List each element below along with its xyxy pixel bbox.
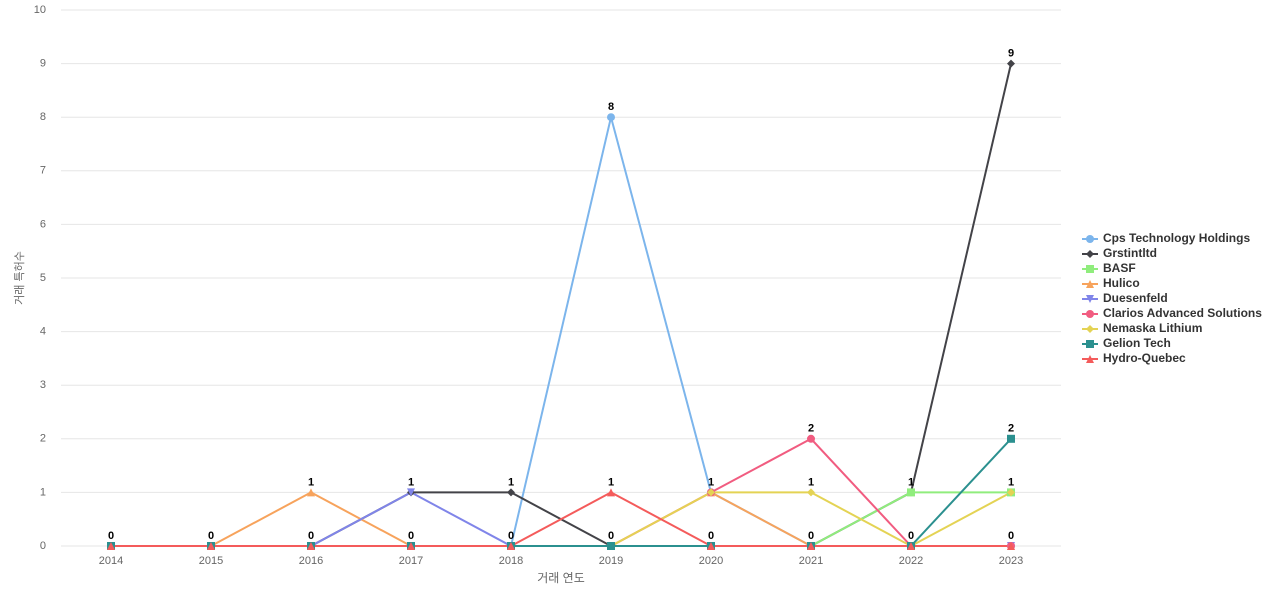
y-tick-label: 0 [40,540,46,552]
x-tick-label: 2019 [599,555,623,567]
legend-marker [1086,235,1094,243]
point [207,542,215,550]
y-tick-label: 3 [40,379,46,391]
data-label: 0 [1008,530,1014,542]
legend-marker [1086,340,1094,348]
point [707,488,715,497]
y-tick-label: 10 [34,4,46,16]
data-label: 0 [208,530,214,542]
legend-label: Nemaska Lithium [1103,321,1202,335]
data-label: 2 [1008,423,1014,435]
data-label: 0 [808,530,814,542]
data-label: 1 [1008,476,1014,488]
y-tick-label: 1 [40,486,46,498]
data-label: 1 [608,476,614,488]
legend-marker [1086,295,1094,303]
point [807,434,815,443]
data-label: 1 [808,476,814,488]
data-label: 1 [308,476,314,488]
legend-marker [1086,355,1094,363]
y-tick-label: 4 [40,326,46,338]
point [507,488,515,497]
data-label: 0 [508,530,514,542]
legend-marker [1086,280,1094,288]
y-tick-label: 2 [40,433,46,445]
legend-label: Grstintltd [1103,246,1157,260]
legend-label: Cps Technology Holdings [1103,231,1250,245]
legend-label: Hydro-Quebec [1103,351,1186,365]
point [1007,542,1015,550]
point [1007,488,1015,497]
x-tick-label: 2021 [799,555,823,567]
y-tick-label: 8 [40,111,46,123]
point [307,542,315,550]
point [607,113,615,122]
y-tick-label: 6 [40,218,46,230]
series-line [111,63,1012,547]
legend-label: Hulico [1103,276,1140,290]
data-label: 1 [508,476,514,488]
y-tick-label: 7 [40,165,46,177]
data-label: 0 [608,530,614,542]
data-label: 2 [808,423,814,435]
point [607,488,615,497]
legend-marker [1086,250,1094,258]
data-label: 0 [908,530,914,542]
data-label: 0 [408,530,414,542]
x-tick-label: 2020 [699,555,723,567]
data-label: 9 [1008,48,1014,60]
point [907,488,915,497]
legend-label: Duesenfeld [1103,291,1168,305]
point [407,488,415,497]
legend-label: Gelion Tech [1103,336,1171,350]
data-label: 1 [708,476,714,488]
data-label: 0 [108,530,114,542]
x-tick-label: 2016 [299,555,323,567]
y-tick-label: 9 [40,58,46,70]
point [307,488,315,497]
x-tick-label: 2014 [99,555,123,567]
data-label: 0 [708,530,714,542]
data-label: 1 [908,476,914,488]
point [507,542,515,550]
data-label: 1 [408,476,414,488]
legend-label: Clarios Advanced Solutions [1103,306,1262,320]
point [407,542,415,550]
point [707,542,715,550]
point [1007,434,1015,443]
legend-label: BASF [1103,261,1136,275]
point [607,542,615,550]
x-axis-title: 거래 연도 [537,571,585,585]
x-tick-label: 2022 [899,555,923,567]
point [107,542,115,550]
point [807,488,815,497]
x-tick-label: 2015 [199,555,223,567]
legend-marker [1086,310,1094,318]
y-axis-title: 거래 특허수 [13,251,26,305]
point [907,542,915,550]
x-tick-label: 2018 [499,555,523,567]
point [807,542,815,550]
data-label: 8 [608,101,614,113]
legend-marker [1086,325,1094,333]
point [1007,59,1015,68]
legend-marker [1086,265,1094,273]
series-line [111,491,1011,547]
x-tick-label: 2017 [399,555,423,567]
x-tick-label: 2023 [999,555,1023,567]
data-label: 0 [308,530,314,542]
y-tick-label: 5 [40,272,46,284]
